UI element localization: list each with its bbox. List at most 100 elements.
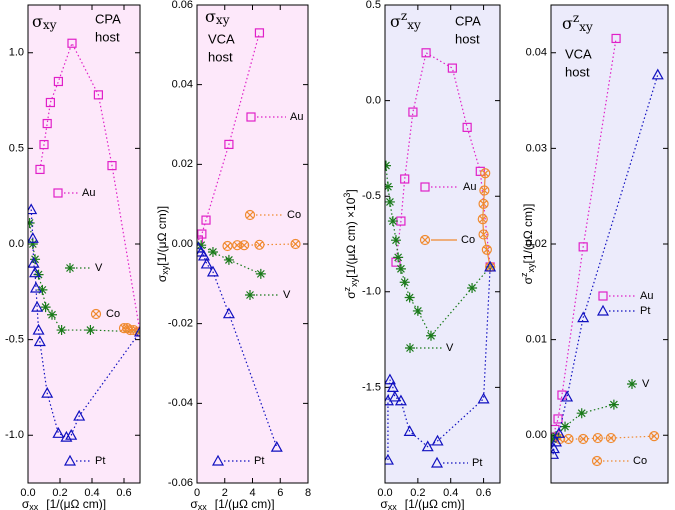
data-point	[42, 118, 52, 129]
y-axis-label-part: xy	[349, 277, 359, 287]
y-tick-label: 0.00	[172, 238, 193, 250]
data-point	[32, 323, 45, 335]
panel-title-part: σ	[32, 12, 43, 31]
data-point	[651, 68, 664, 80]
series	[197, 241, 283, 452]
x-axis-label-part: [1/(μΩ cm)]	[215, 497, 275, 510]
data-point	[391, 257, 401, 267]
data-point	[431, 434, 444, 446]
data-point	[403, 425, 416, 436]
data-point	[270, 440, 283, 452]
y-axis-label-part: [1/(μΩ cm)]	[521, 204, 535, 264]
y-tick-label: 0.5	[366, 0, 381, 11]
legend-marker	[245, 290, 255, 300]
plot-frame	[384, 4, 501, 484]
legend-label: V	[446, 342, 454, 354]
data-point	[477, 392, 490, 404]
data-point	[40, 302, 51, 313]
legend-label: Co	[461, 234, 475, 246]
y-axis-label: σxy[1/(μΩ cm)]	[155, 206, 170, 282]
data-point	[35, 164, 45, 175]
data-point	[30, 254, 41, 265]
legend-marker	[591, 455, 603, 467]
x-axis-label: σxx [1/(μΩ cm)]	[22, 497, 106, 510]
data-point	[462, 122, 472, 132]
x-tick-label: 8	[305, 487, 311, 499]
plot-background	[197, 5, 308, 483]
host-label: VCA	[208, 31, 235, 46]
data-point	[560, 421, 571, 432]
y-tick-label: 0.04	[172, 79, 193, 91]
y-tick-label: 1.0	[9, 47, 24, 59]
panel-title-part: z	[401, 9, 407, 23]
data-point	[395, 263, 406, 274]
legend-marker	[53, 188, 63, 198]
series-line	[29, 222, 140, 333]
data-point	[29, 266, 42, 278]
data-point	[255, 268, 266, 279]
x-tick-label: 4	[249, 487, 255, 499]
data-point	[578, 433, 589, 445]
data-point	[553, 427, 566, 438]
y-axis-label-part: z	[342, 286, 352, 291]
plot-frame	[550, 4, 669, 484]
x-tick-label: 6	[277, 487, 283, 499]
panel-title: σxy	[32, 12, 57, 33]
data-point	[37, 284, 48, 295]
data-point	[393, 252, 404, 263]
x-tick-label: 0.2	[52, 487, 67, 499]
y-tick-label: -1.5	[362, 381, 381, 393]
y-tick-label: -1.0	[362, 286, 381, 298]
data-point	[478, 198, 489, 209]
data-point	[475, 166, 485, 176]
y-axis-label-part: σ	[155, 274, 169, 282]
data-point	[576, 408, 587, 419]
data-point	[31, 300, 44, 312]
data-point	[578, 242, 588, 252]
data-point	[133, 325, 140, 337]
plot-background	[385, 5, 500, 483]
legend-marker	[598, 291, 608, 301]
data-point	[478, 229, 489, 240]
y-axis-label-part: σ	[521, 276, 535, 284]
data-point	[611, 33, 621, 44]
y-tick-label: -0.5	[5, 334, 24, 346]
host-label: VCA	[565, 46, 592, 61]
data-point	[52, 427, 65, 438]
data-point	[200, 257, 213, 269]
data-point	[125, 324, 136, 336]
data-point	[232, 240, 243, 251]
data-point	[391, 235, 402, 246]
legend-marker	[627, 379, 637, 389]
plot-background	[28, 5, 140, 483]
y-axis-label-part: [1/(μΩ cm)]	[155, 206, 169, 266]
data-point	[73, 409, 86, 421]
data-point	[480, 168, 491, 179]
legend-marker	[65, 263, 75, 273]
legend-label: V	[95, 262, 103, 274]
y-tick-label: 0.01	[526, 334, 547, 346]
x-axis-label-part: σ	[22, 497, 30, 510]
legend-label: Pt	[472, 457, 482, 469]
data-point	[28, 239, 38, 249]
legend-label: Co	[633, 455, 647, 467]
data-point	[385, 160, 391, 171]
data-point	[649, 431, 660, 442]
legend-label: Au	[640, 290, 653, 302]
y-axis-label-part: xy	[160, 265, 170, 275]
y-tick-label: 0.06	[172, 0, 193, 11]
y-axis-label: σzxy[1/(μΩ cm)]	[519, 204, 536, 285]
series	[35, 38, 140, 337]
x-axis-label-part: σ	[380, 497, 388, 510]
data-point	[387, 216, 398, 227]
panel-title-part: xy	[43, 18, 57, 32]
series	[477, 168, 496, 273]
legend-label: Pt	[640, 305, 650, 317]
x-tick-label: 0.4	[84, 487, 99, 499]
plot-frame	[27, 4, 141, 484]
y-tick-label: 0.04	[526, 47, 547, 59]
data-point	[561, 390, 574, 402]
data-point	[85, 325, 96, 336]
plot-frame	[196, 4, 309, 484]
